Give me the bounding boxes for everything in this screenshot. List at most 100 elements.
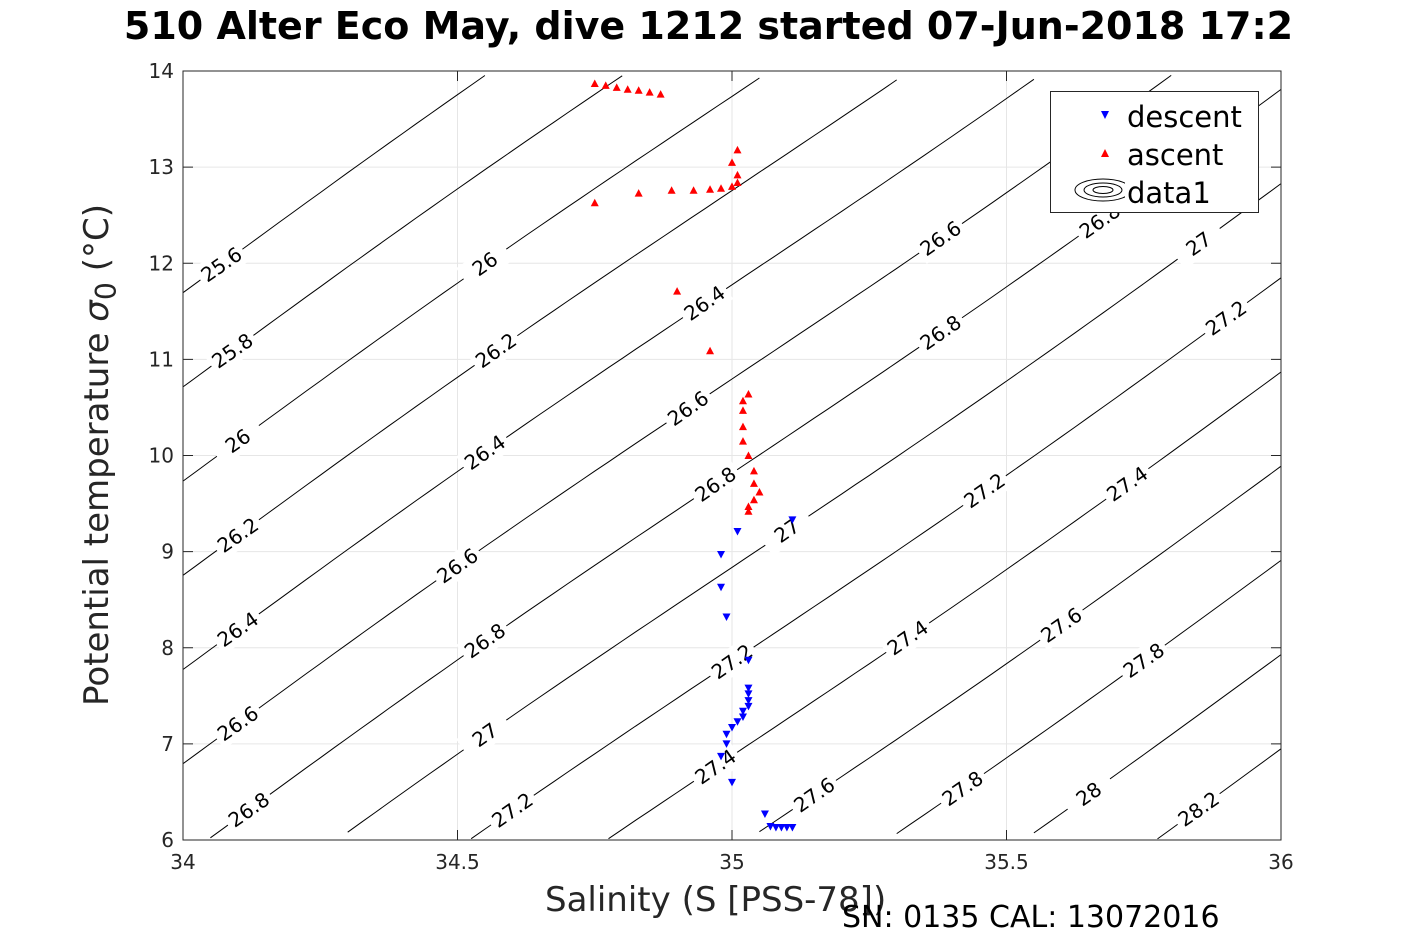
contour-label-bg: [192, 238, 251, 291]
contour-label-bg: [675, 277, 734, 329]
ascent-point: [706, 185, 715, 193]
descent-point: [744, 690, 753, 698]
contour-label-bg: [1032, 599, 1091, 651]
legend-item-ascent[interactable]: ascent: [1051, 134, 1258, 172]
descent-point: [722, 613, 731, 621]
ascent-point: [749, 466, 758, 475]
y-tick-label: 14: [149, 59, 174, 83]
descent-point: [717, 551, 726, 559]
ascent-point: [738, 437, 747, 445]
ascent-point: [634, 86, 643, 94]
contour-label-bg: [1098, 458, 1157, 510]
contour-label-bg: [955, 465, 1014, 517]
contour-label-bg: [209, 509, 267, 561]
legend-item-data1[interactable]: data1: [1051, 172, 1258, 210]
legend-label-data1: data1: [1127, 176, 1211, 210]
descent-point: [777, 824, 786, 832]
ascent-point: [749, 479, 758, 487]
contour-label-bg: [456, 709, 514, 761]
contour-label-bg: [456, 426, 514, 478]
ascent-point: [612, 83, 621, 91]
data-points: [590, 79, 797, 832]
descent-point: [788, 516, 797, 524]
contour-label-bg: [209, 603, 267, 655]
ascent-point: [706, 346, 715, 355]
contour-line: [759, 465, 1282, 833]
ascent-point: [645, 88, 654, 96]
y-tick-label: 6: [161, 828, 174, 852]
descent-point: [771, 824, 780, 832]
contour-line: [470, 277, 1282, 840]
descent-point: [738, 713, 747, 721]
ascent-point: [667, 186, 676, 194]
descent-point: [788, 824, 797, 832]
y-tick-label: 11: [149, 347, 174, 371]
x-tick-label: 34: [170, 850, 195, 874]
contour-label-bg: [220, 784, 278, 836]
y-tick-label: 8: [161, 636, 174, 660]
x-tick-label: 35.5: [984, 850, 1029, 874]
ascent-point: [590, 79, 599, 87]
contour-label-bg: [686, 741, 745, 793]
ascent-point: [744, 389, 753, 398]
descent-point: [782, 824, 791, 832]
descent-point: [722, 740, 731, 748]
y-tick-label: 12: [149, 251, 174, 275]
ascent-point: [755, 488, 764, 496]
legend-item-descent[interactable]: descent: [1051, 96, 1258, 134]
ascent-point: [634, 189, 643, 197]
descent-point: [717, 583, 726, 592]
contour-label-bg: [467, 324, 525, 377]
ascent-point: [738, 406, 747, 414]
descent-point: [733, 527, 742, 536]
x-tick-label: 34.5: [435, 850, 480, 874]
y-tick-label: 10: [149, 444, 174, 468]
contour-icon: [1074, 178, 1125, 202]
chart-legend[interactable]: descent ascent data1: [1050, 91, 1259, 213]
contour-label-bg: [686, 458, 745, 510]
ascent-point: [744, 502, 753, 510]
contour-label-bg: [933, 762, 992, 815]
serial-calibration-text: SN: 0135 CAL: 13072016: [842, 900, 1220, 935]
contour-label-bg: [209, 697, 267, 750]
sigma-subscript: 0: [89, 282, 123, 301]
y-axis-label: Potential temperature σ0 (°C): [77, 204, 123, 706]
legend-label-descent: descent: [1127, 100, 1242, 134]
descent-marker-icon: [1101, 111, 1109, 119]
contour-label-bg: [1169, 218, 1228, 270]
ascent-point: [738, 422, 747, 431]
descent-point: [744, 702, 753, 711]
ascent-point: [749, 495, 758, 504]
ascent-point: [728, 182, 736, 190]
contour-label-bg: [1169, 783, 1228, 835]
contour-label-bg: [911, 306, 970, 359]
ascent-point: [744, 507, 753, 515]
contour-label-bg: [209, 415, 267, 467]
y-tick-label: 9: [161, 540, 174, 564]
contour-label-bg: [456, 238, 514, 290]
descent-point: [738, 707, 747, 716]
ascent-point: [738, 396, 747, 405]
sigma-symbol: σ: [77, 300, 118, 322]
descent-point: [728, 724, 736, 732]
descent-point: [733, 718, 742, 726]
ascent-point: [717, 184, 726, 192]
contour-label-bg: [878, 612, 937, 664]
ascent-point: [733, 170, 742, 179]
legend-label-ascent: ascent: [1127, 138, 1224, 172]
contour-label-bg: [659, 382, 717, 434]
plot-axes: 34 34.5 35 35.5 36 6 7 8 9 10 11 12 13 14: [149, 59, 1294, 874]
contour-line: [182, 79, 897, 576]
contour-line: [182, 78, 1035, 670]
ascent-point: [728, 158, 736, 166]
contour-label-bg: [428, 540, 487, 592]
contour-label-bg: [911, 212, 970, 264]
x-tick-label: 35: [719, 850, 744, 874]
x-tick-label: 36: [1268, 850, 1293, 874]
ascent-marker-icon: [1101, 149, 1109, 157]
ascent-point: [689, 186, 698, 194]
density-contours: 25.625.82626.226.426.626.82626.226.426.6…: [182, 74, 1282, 840]
ascent-point: [673, 287, 682, 295]
ascent-point: [623, 85, 632, 93]
